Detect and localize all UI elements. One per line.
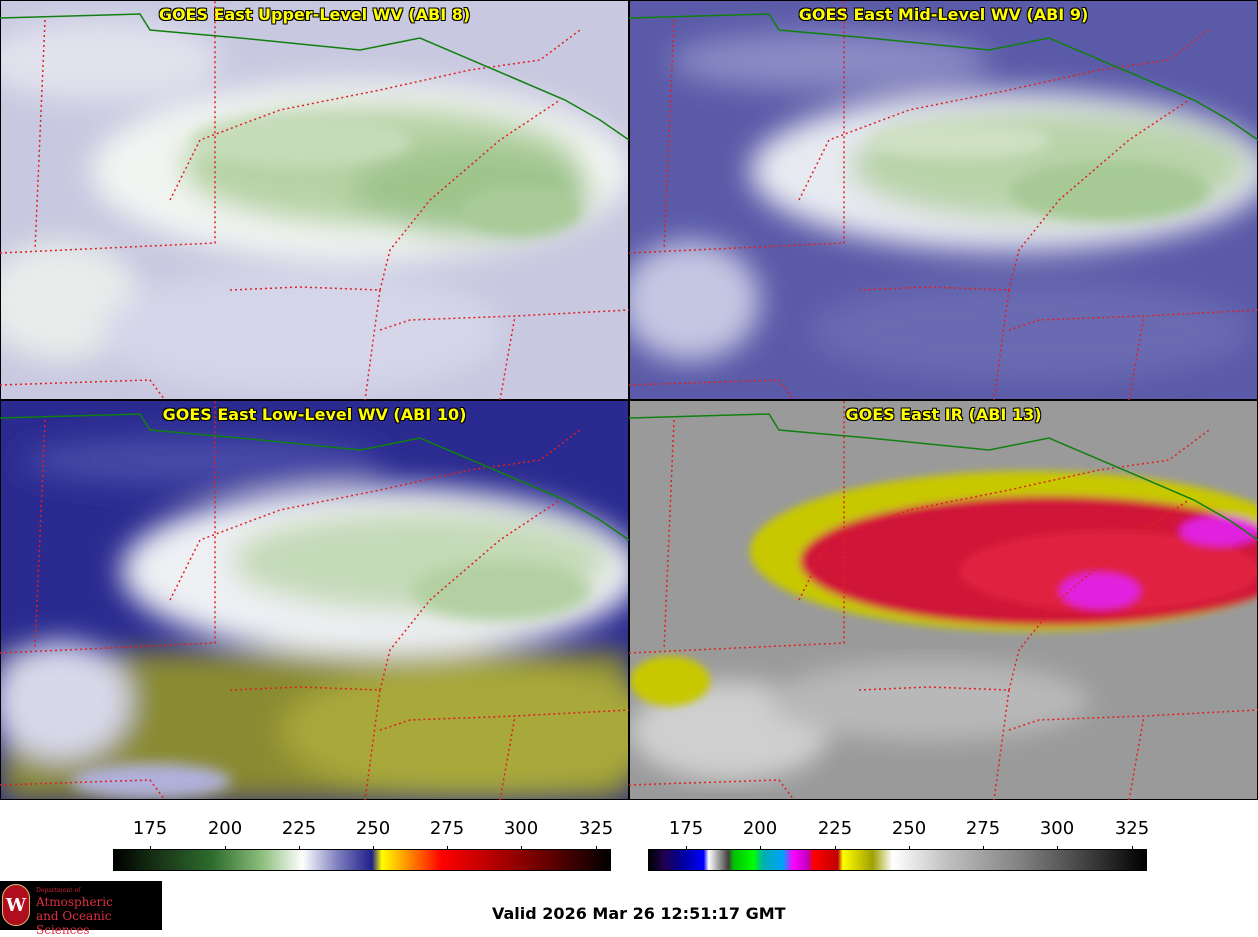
aos-logo: W Department of Atmospheric and Oceanic … bbox=[0, 881, 162, 937]
panel-upper-level-wv: GOES East Upper-Level WV (ABI 8) bbox=[0, 0, 629, 400]
valid-time: Valid 2026 Mar 26 12:51:17 GMT bbox=[492, 904, 786, 923]
wv-tick-325: 325 bbox=[578, 818, 614, 839]
low-wv-image bbox=[1, 401, 628, 799]
logo-dept: Department of bbox=[36, 887, 81, 894]
panel-title: GOES East Mid-Level WV (ABI 9) bbox=[798, 5, 1089, 24]
wv-tick-275: 275 bbox=[429, 818, 465, 839]
panel-title: GOES East IR (ABI 13) bbox=[845, 405, 1042, 424]
logo-line2: and Oceanic Sciences bbox=[36, 909, 112, 937]
mid-wv-image bbox=[630, 1, 1257, 399]
wv-tick-175: 175 bbox=[132, 818, 168, 839]
wv-colorbar bbox=[113, 849, 611, 871]
wv-tick-250: 250 bbox=[355, 818, 391, 839]
ir-tick-300: 300 bbox=[1039, 818, 1075, 839]
panel-title: GOES East Upper-Level WV (ABI 8) bbox=[158, 5, 471, 24]
panel-ir: GOES East IR (ABI 13) bbox=[629, 400, 1258, 800]
ir-tick-250: 250 bbox=[891, 818, 927, 839]
wv-tick-200: 200 bbox=[207, 818, 243, 839]
ir-tick-275: 275 bbox=[965, 818, 1001, 839]
uw-seal-icon: W bbox=[2, 884, 30, 926]
ir-tick-225: 225 bbox=[817, 818, 853, 839]
wv-tick-300: 300 bbox=[503, 818, 539, 839]
panel-mid-level-wv: GOES East Mid-Level WV (ABI 9) bbox=[629, 0, 1258, 400]
wv-tick-225: 225 bbox=[281, 818, 317, 839]
upper-wv-image bbox=[1, 1, 628, 399]
ir-image bbox=[630, 401, 1257, 799]
ir-colorbar bbox=[648, 849, 1147, 871]
ir-tick-325: 325 bbox=[1114, 818, 1150, 839]
panel-low-level-wv: GOES East Low-Level WV (ABI 10) bbox=[0, 400, 629, 800]
logo-line1: Atmospheric bbox=[36, 895, 113, 909]
ir-tick-175: 175 bbox=[668, 818, 704, 839]
panel-title: GOES East Low-Level WV (ABI 10) bbox=[162, 405, 467, 424]
ir-tick-200: 200 bbox=[742, 818, 778, 839]
